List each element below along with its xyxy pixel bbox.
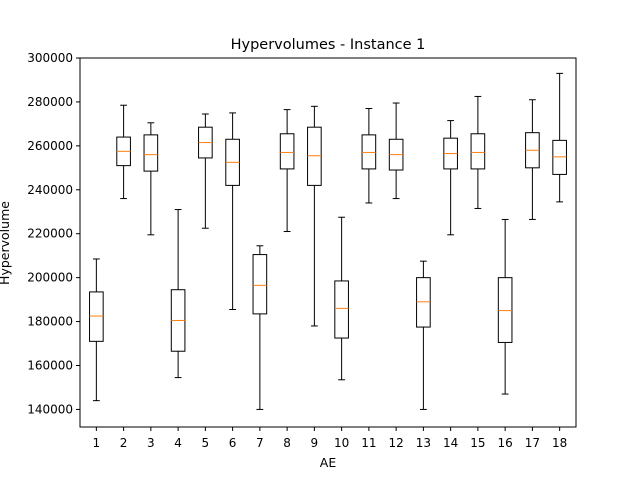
y-tick-label: 300000	[27, 51, 73, 65]
box-12	[388, 102, 404, 200]
x-axis-label: AE	[320, 455, 337, 470]
box-18	[552, 72, 567, 203]
x-tick-label: 14	[443, 436, 458, 450]
y-axis-label: Hypervolume	[0, 201, 12, 285]
box-iqr	[497, 277, 513, 343]
box-iqr	[89, 291, 104, 342]
box-iqr	[552, 139, 567, 175]
x-axis: 1 2 3 4 5 6 7 8 9 10 11 12 13 14 15 16 17 18	[93, 427, 567, 450]
x-tick-label: 8	[283, 436, 291, 450]
box-5	[198, 113, 213, 229]
box-1	[89, 258, 104, 402]
box-iqr	[361, 134, 377, 170]
y-axis: 140000 160000 180000 200000 220000 240000 2600…	[27, 51, 80, 416]
box-7	[252, 245, 268, 410]
x-tick-label: 10	[334, 436, 349, 450]
box-iqr	[279, 133, 295, 170]
x-tick-label: 13	[416, 436, 431, 450]
y-tick-label: 200000	[27, 271, 73, 285]
y-tick-label: 180000	[27, 315, 73, 329]
x-tick-label: 5	[202, 436, 210, 450]
box-iqr	[307, 126, 322, 186]
box-iqr	[143, 134, 159, 172]
x-tick-label: 6	[229, 436, 237, 450]
box-10	[334, 216, 349, 381]
box-14	[443, 120, 458, 236]
boxes-group	[89, 72, 567, 410]
x-tick-label: 3	[147, 436, 155, 450]
x-tick-label: 15	[470, 436, 485, 450]
y-tick-label: 160000	[27, 359, 73, 373]
box-iqr	[416, 277, 431, 328]
box-11	[361, 108, 377, 204]
x-tick-label: 7	[256, 436, 264, 450]
x-tick-label: 16	[498, 436, 513, 450]
x-tick-label: 9	[311, 436, 319, 450]
box-6	[225, 112, 240, 310]
y-tick-label: 260000	[27, 139, 73, 153]
box-17	[525, 99, 540, 220]
x-tick-label: 1	[93, 436, 101, 450]
box-13	[416, 260, 431, 410]
x-tick-label: 17	[525, 436, 540, 450]
box-16	[497, 218, 513, 395]
box-2	[116, 104, 131, 200]
box-15	[470, 95, 486, 209]
y-tick-label: 240000	[27, 183, 73, 197]
box-iqr	[334, 280, 349, 339]
box-4	[170, 209, 186, 379]
x-tick-label: 12	[388, 436, 403, 450]
plot-area-frame	[79, 57, 577, 428]
x-tick-label: 18	[552, 436, 567, 450]
box-8	[279, 109, 295, 233]
box-9	[307, 105, 322, 327]
x-tick-label: 4	[174, 436, 182, 450]
box-iqr	[470, 133, 486, 170]
x-tick-label: 11	[361, 436, 376, 450]
y-tick-label: 280000	[27, 95, 73, 109]
box-3	[143, 122, 159, 236]
y-tick-label: 220000	[27, 227, 73, 241]
box-iqr	[252, 254, 268, 315]
x-tick-label: 2	[120, 436, 128, 450]
y-tick-label: 140000	[27, 402, 73, 416]
chart-title: Hypervolumes - Instance 1	[231, 37, 426, 53]
